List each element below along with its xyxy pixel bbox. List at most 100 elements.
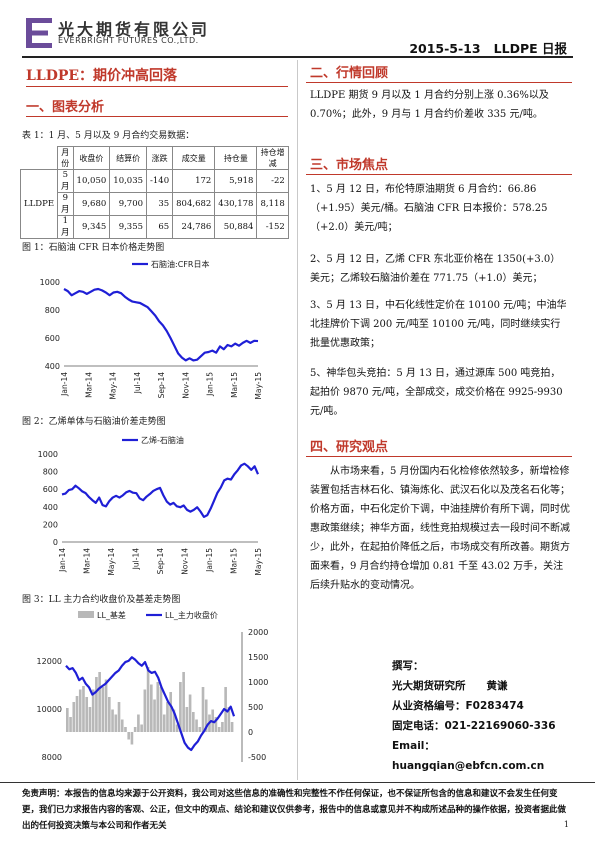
basis-bar	[133, 727, 137, 732]
footer-divider	[0, 782, 595, 783]
y-left-tick-label: 12000	[37, 657, 62, 666]
basis-bar	[104, 679, 108, 732]
column-divider	[297, 60, 298, 780]
y-right-tick-label: 1000	[248, 678, 268, 687]
section-heading-opinion: 四、研究观点	[310, 440, 389, 455]
basis-bar	[175, 724, 179, 732]
basis-bar	[75, 696, 79, 732]
basis-bar	[95, 677, 98, 732]
basis-bar	[166, 702, 169, 732]
x-tick-label: Mar-15	[230, 548, 239, 574]
x-tick-label: Sep-14	[156, 548, 165, 575]
x-tick-label: Jan-14	[58, 548, 67, 573]
basis-bar	[111, 709, 114, 732]
focus-item-4: 5、神华包头竞拍：5 月 13 日，通过源库 500 吨竞拍，起拍价 9870 …	[310, 368, 563, 417]
y-right-tick-label: -500	[248, 753, 266, 762]
legend-label: 乙烯-石脑油	[141, 435, 184, 445]
author-phone: 固定电话：021-22169060-336	[392, 720, 556, 732]
review-text: LLDPE 期货 9 月以及 1 月合约分别上涨 0.36%以及 0.70%；此…	[310, 90, 549, 120]
report-date: 2015-5-13	[409, 41, 481, 56]
section-rule	[306, 456, 572, 457]
table-cell: -140	[146, 169, 174, 193]
y-tick-label: 400	[45, 362, 60, 371]
series-line	[61, 462, 260, 519]
table-cell: -152	[256, 215, 289, 239]
chart-ll-close-basis: LL_基差 LL_主力收盘价 8000 10000 12000 -500 0 500 1000 1…	[37, 610, 269, 762]
table-cell: 24,786	[172, 215, 216, 239]
figure-1-caption: 图 1：石脑油 CFR 日本价格走势图	[22, 243, 165, 253]
basis-bar	[204, 699, 208, 732]
table-cell: 172	[172, 169, 216, 193]
basis-bar	[192, 712, 195, 732]
basis-bar	[221, 722, 224, 732]
report-type: LLDPE 日报	[493, 41, 567, 56]
y-tick-label: 0	[53, 538, 58, 547]
basis-bar	[172, 709, 176, 732]
y-tick-label: 1000	[40, 278, 60, 287]
y-left-tick-label: 8000	[42, 753, 62, 762]
basis-bar	[201, 687, 205, 732]
table-row-label: LLDPE	[19, 169, 59, 239]
table-cell: 35	[146, 192, 174, 216]
focus-item-3: 3、5 月 13 日，中石化线性定价在 10100 元/吨；中油华北挂牌价下调 …	[310, 300, 567, 349]
y-left-tick-label: 10000	[37, 705, 62, 714]
table-cell: 804,682	[172, 192, 216, 216]
author-org: 光大期货研究所 黄谦	[392, 680, 508, 692]
basis-bar	[179, 682, 182, 732]
y-right-tick-label: 500	[248, 703, 263, 712]
basis-bar	[140, 724, 143, 732]
table-cell: 5月	[57, 169, 74, 193]
basis-bar	[214, 717, 218, 732]
basis-bar	[137, 714, 140, 732]
header-divider	[22, 56, 573, 58]
basis-bar	[146, 667, 150, 732]
table-cell: 10,050	[72, 169, 111, 193]
y-right-tick-label: 0	[248, 728, 253, 737]
y-tick-label: 400	[43, 503, 58, 512]
basis-bar	[101, 687, 105, 732]
table-cell: 9,700	[109, 192, 148, 216]
basis-bar	[182, 672, 185, 732]
section-rule	[306, 82, 572, 83]
focus-item-2: 2、5 月 12 日，乙烯 CFR 东北亚价格在 1350(+3.0）美元；乙烯…	[310, 254, 561, 284]
y-tick-label: 800	[45, 306, 60, 315]
basis-bar	[88, 707, 92, 732]
focus-item-1: 1、5 月 12 日，布伦特原油期货 6 月合约：66.86（+1.95）美元/…	[310, 184, 548, 233]
table-cell: 9月	[57, 192, 74, 216]
table-header: 结算价	[109, 146, 148, 170]
x-tick-label: May-14	[109, 372, 118, 400]
author-label: 撰写：	[392, 660, 424, 672]
page-number: 1	[563, 820, 569, 829]
basis-bar	[114, 714, 118, 732]
basis-bar	[78, 689, 82, 732]
basis-bar	[69, 717, 72, 732]
table-cell: 430,178	[214, 192, 258, 216]
basis-bar	[124, 727, 127, 732]
title-rule	[26, 86, 288, 87]
basis-bar	[82, 686, 85, 732]
basis-bar	[230, 722, 234, 732]
table-cell: 9,680	[72, 192, 111, 216]
basis-bar	[117, 702, 121, 732]
basis-bar	[98, 672, 101, 732]
basis-bar	[185, 707, 189, 732]
table-row: 1月 9,345 9,355 65 24,786 50,884 -152	[21, 215, 289, 239]
x-tick-label: Mar-15	[230, 372, 239, 398]
x-tick-label: Jul-14	[133, 372, 142, 395]
table-cell: 1月	[57, 215, 74, 239]
table-row: 9月 9,680 9,700 35 804,682 430,178 8,118	[21, 192, 289, 216]
legend-label: 石脑油:CFR日本	[151, 259, 209, 269]
x-tick-label: Mar-14	[84, 372, 93, 398]
x-tick-label: Nov-14	[181, 372, 190, 399]
author-email: Email：huangqian@ebfcn.com.cn	[392, 740, 545, 772]
x-tick-label: Jan-15	[205, 548, 214, 573]
basis-bar	[156, 682, 160, 732]
x-tick-label: Mar-14	[83, 548, 92, 574]
figure-2-caption: 图 2：乙烯单体与石脑油价差走势图	[22, 417, 166, 427]
basis-bar	[153, 699, 156, 732]
table-caption: 表 1：1 月、5 月以及 9 月合约交易数据：	[22, 131, 195, 141]
company-logo-icon	[26, 18, 52, 48]
y-tick-label: 800	[43, 468, 58, 477]
basis-bar	[162, 714, 166, 732]
section-rule	[306, 174, 572, 175]
